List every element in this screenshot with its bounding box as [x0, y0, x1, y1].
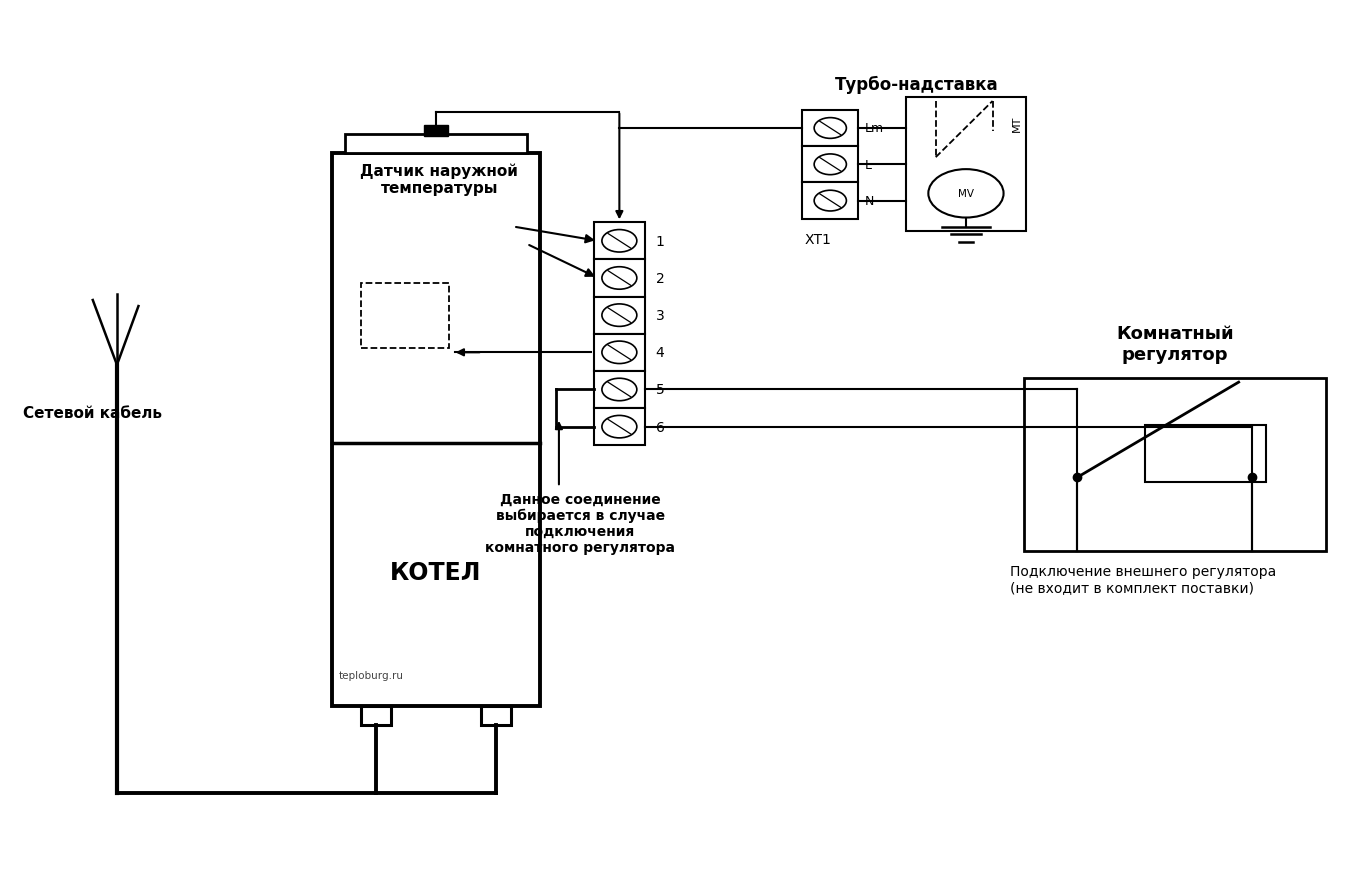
Text: MT: MT	[1012, 116, 1023, 131]
Text: 4: 4	[656, 346, 664, 360]
Bar	[594, 371, 645, 408]
Bar	[482, 706, 510, 726]
Bar	[594, 297, 645, 335]
Bar	[345, 135, 526, 154]
Text: ХТ1: ХТ1	[805, 232, 832, 247]
Text: Данное соединение
выбирается в случае
подключения
комнатного регулятора: Данное соединение выбирается в случае по…	[486, 492, 675, 554]
Bar	[1145, 426, 1265, 482]
Text: 5: 5	[656, 383, 664, 397]
Text: 3: 3	[656, 308, 664, 322]
Bar	[594, 335, 645, 371]
Text: Турбо-надставка: Турбо-надставка	[835, 76, 999, 94]
Text: Комнатный
регулятор: Комнатный регулятор	[1116, 324, 1234, 363]
Text: teploburg.ru: teploburg.ru	[338, 671, 403, 680]
Text: L: L	[865, 159, 873, 171]
Bar	[802, 110, 859, 147]
Text: Сетевой кабель: Сетевой кабель	[23, 406, 162, 421]
Text: Lm: Lm	[865, 123, 885, 136]
Text: 2: 2	[656, 272, 664, 286]
Bar	[594, 408, 645, 446]
Text: КОТЕЛ: КОТЕЛ	[390, 561, 482, 585]
Bar	[905, 97, 1027, 232]
Bar	[1024, 378, 1326, 551]
Bar	[361, 283, 449, 348]
Bar	[423, 126, 448, 136]
Text: MV: MV	[958, 189, 974, 199]
Text: N: N	[865, 195, 874, 208]
Bar	[594, 223, 645, 260]
Text: 1: 1	[656, 235, 664, 249]
Text: 6: 6	[656, 421, 664, 434]
Bar	[802, 183, 859, 220]
Bar	[331, 154, 540, 706]
Bar	[802, 147, 859, 183]
Text: Подключение внешнего регулятора
(не входит в комплект поставки): Подключение внешнего регулятора (не вход…	[1011, 564, 1276, 594]
Text: Датчик наружной
температуры: Датчик наружной температуры	[360, 163, 518, 196]
Bar	[361, 706, 391, 726]
Bar	[594, 260, 645, 297]
